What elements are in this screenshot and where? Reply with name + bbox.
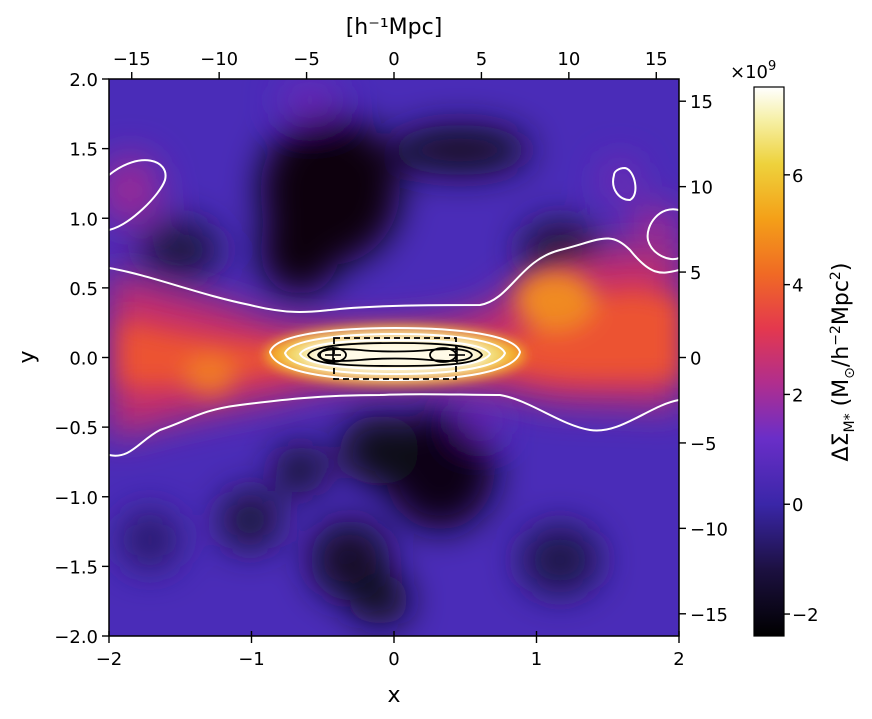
x-tick-label: −2 <box>96 649 123 670</box>
contour-lines-white <box>109 159 679 457</box>
y-tick-label: −0.5 <box>54 418 98 439</box>
right-tick-label: 15 <box>690 92 713 113</box>
right-tick-label: 0 <box>690 349 701 370</box>
colorbar-multiplier: ×109 <box>730 59 776 83</box>
top-tick-label: 10 <box>557 49 580 70</box>
colorbar-label: ΔΣM* (M⊙/h−2Mpc2) <box>828 263 858 462</box>
colorbar-tick-label: 2 <box>792 385 803 406</box>
colorbar-tick-label: 0 <box>792 495 803 516</box>
right-tick-label: −10 <box>690 519 728 540</box>
colorbar-axis: −2 0 2 4 6 <box>784 166 819 626</box>
y-tick-label: 0.5 <box>69 279 98 300</box>
bottom-axis: −2 −1 0 1 2 <box>96 631 685 670</box>
right-tick-label: 10 <box>690 178 713 199</box>
top-tick-label: −15 <box>113 49 151 70</box>
x-tick-label: 2 <box>673 649 684 670</box>
colorbar-tick-label: 6 <box>792 166 803 187</box>
top-tick-label: 0 <box>388 49 399 70</box>
top-axis: −15 −10 −5 0 5 10 15 <box>113 49 668 79</box>
top-tick-label: 15 <box>645 49 668 70</box>
y-tick-label: −1.5 <box>54 557 98 578</box>
dashed-selection-box <box>333 337 457 380</box>
y-tick-label: 2.0 <box>69 70 98 91</box>
y-tick-label: 0.0 <box>69 349 98 370</box>
y-axis-label: y <box>15 350 40 363</box>
x-axis-label: x <box>387 683 400 708</box>
y-tick-label: −1.0 <box>54 488 98 509</box>
top-tick-label: −5 <box>293 49 320 70</box>
y-tick-label: −2.0 <box>54 627 98 648</box>
central-pair-markers <box>325 347 465 363</box>
top-axis-label: [h⁻¹Mpc] <box>346 15 443 40</box>
left-axis: −2.0 −1.5 −1.0 −0.5 0.0 0.5 1.0 1.5 2.0 <box>54 70 109 648</box>
colorbar <box>753 86 785 637</box>
x-tick-label: −1 <box>238 649 265 670</box>
top-tick-label: 5 <box>476 49 487 70</box>
x-tick-label: 0 <box>388 649 399 670</box>
colorbar-tick-label: 4 <box>792 276 803 297</box>
x-tick-label: 1 <box>531 649 542 670</box>
right-tick-label: −5 <box>690 434 717 455</box>
right-tick-label: 5 <box>690 263 701 284</box>
heatmap-image <box>109 79 679 636</box>
top-tick-label: −10 <box>200 49 238 70</box>
y-tick-label: 1.0 <box>69 209 98 230</box>
right-axis: −15 −10 −5 0 5 10 15 <box>679 92 728 626</box>
y-tick-label: 1.5 <box>69 140 98 161</box>
right-tick-label: −15 <box>690 605 728 626</box>
colorbar-tick-label: −2 <box>792 605 819 626</box>
